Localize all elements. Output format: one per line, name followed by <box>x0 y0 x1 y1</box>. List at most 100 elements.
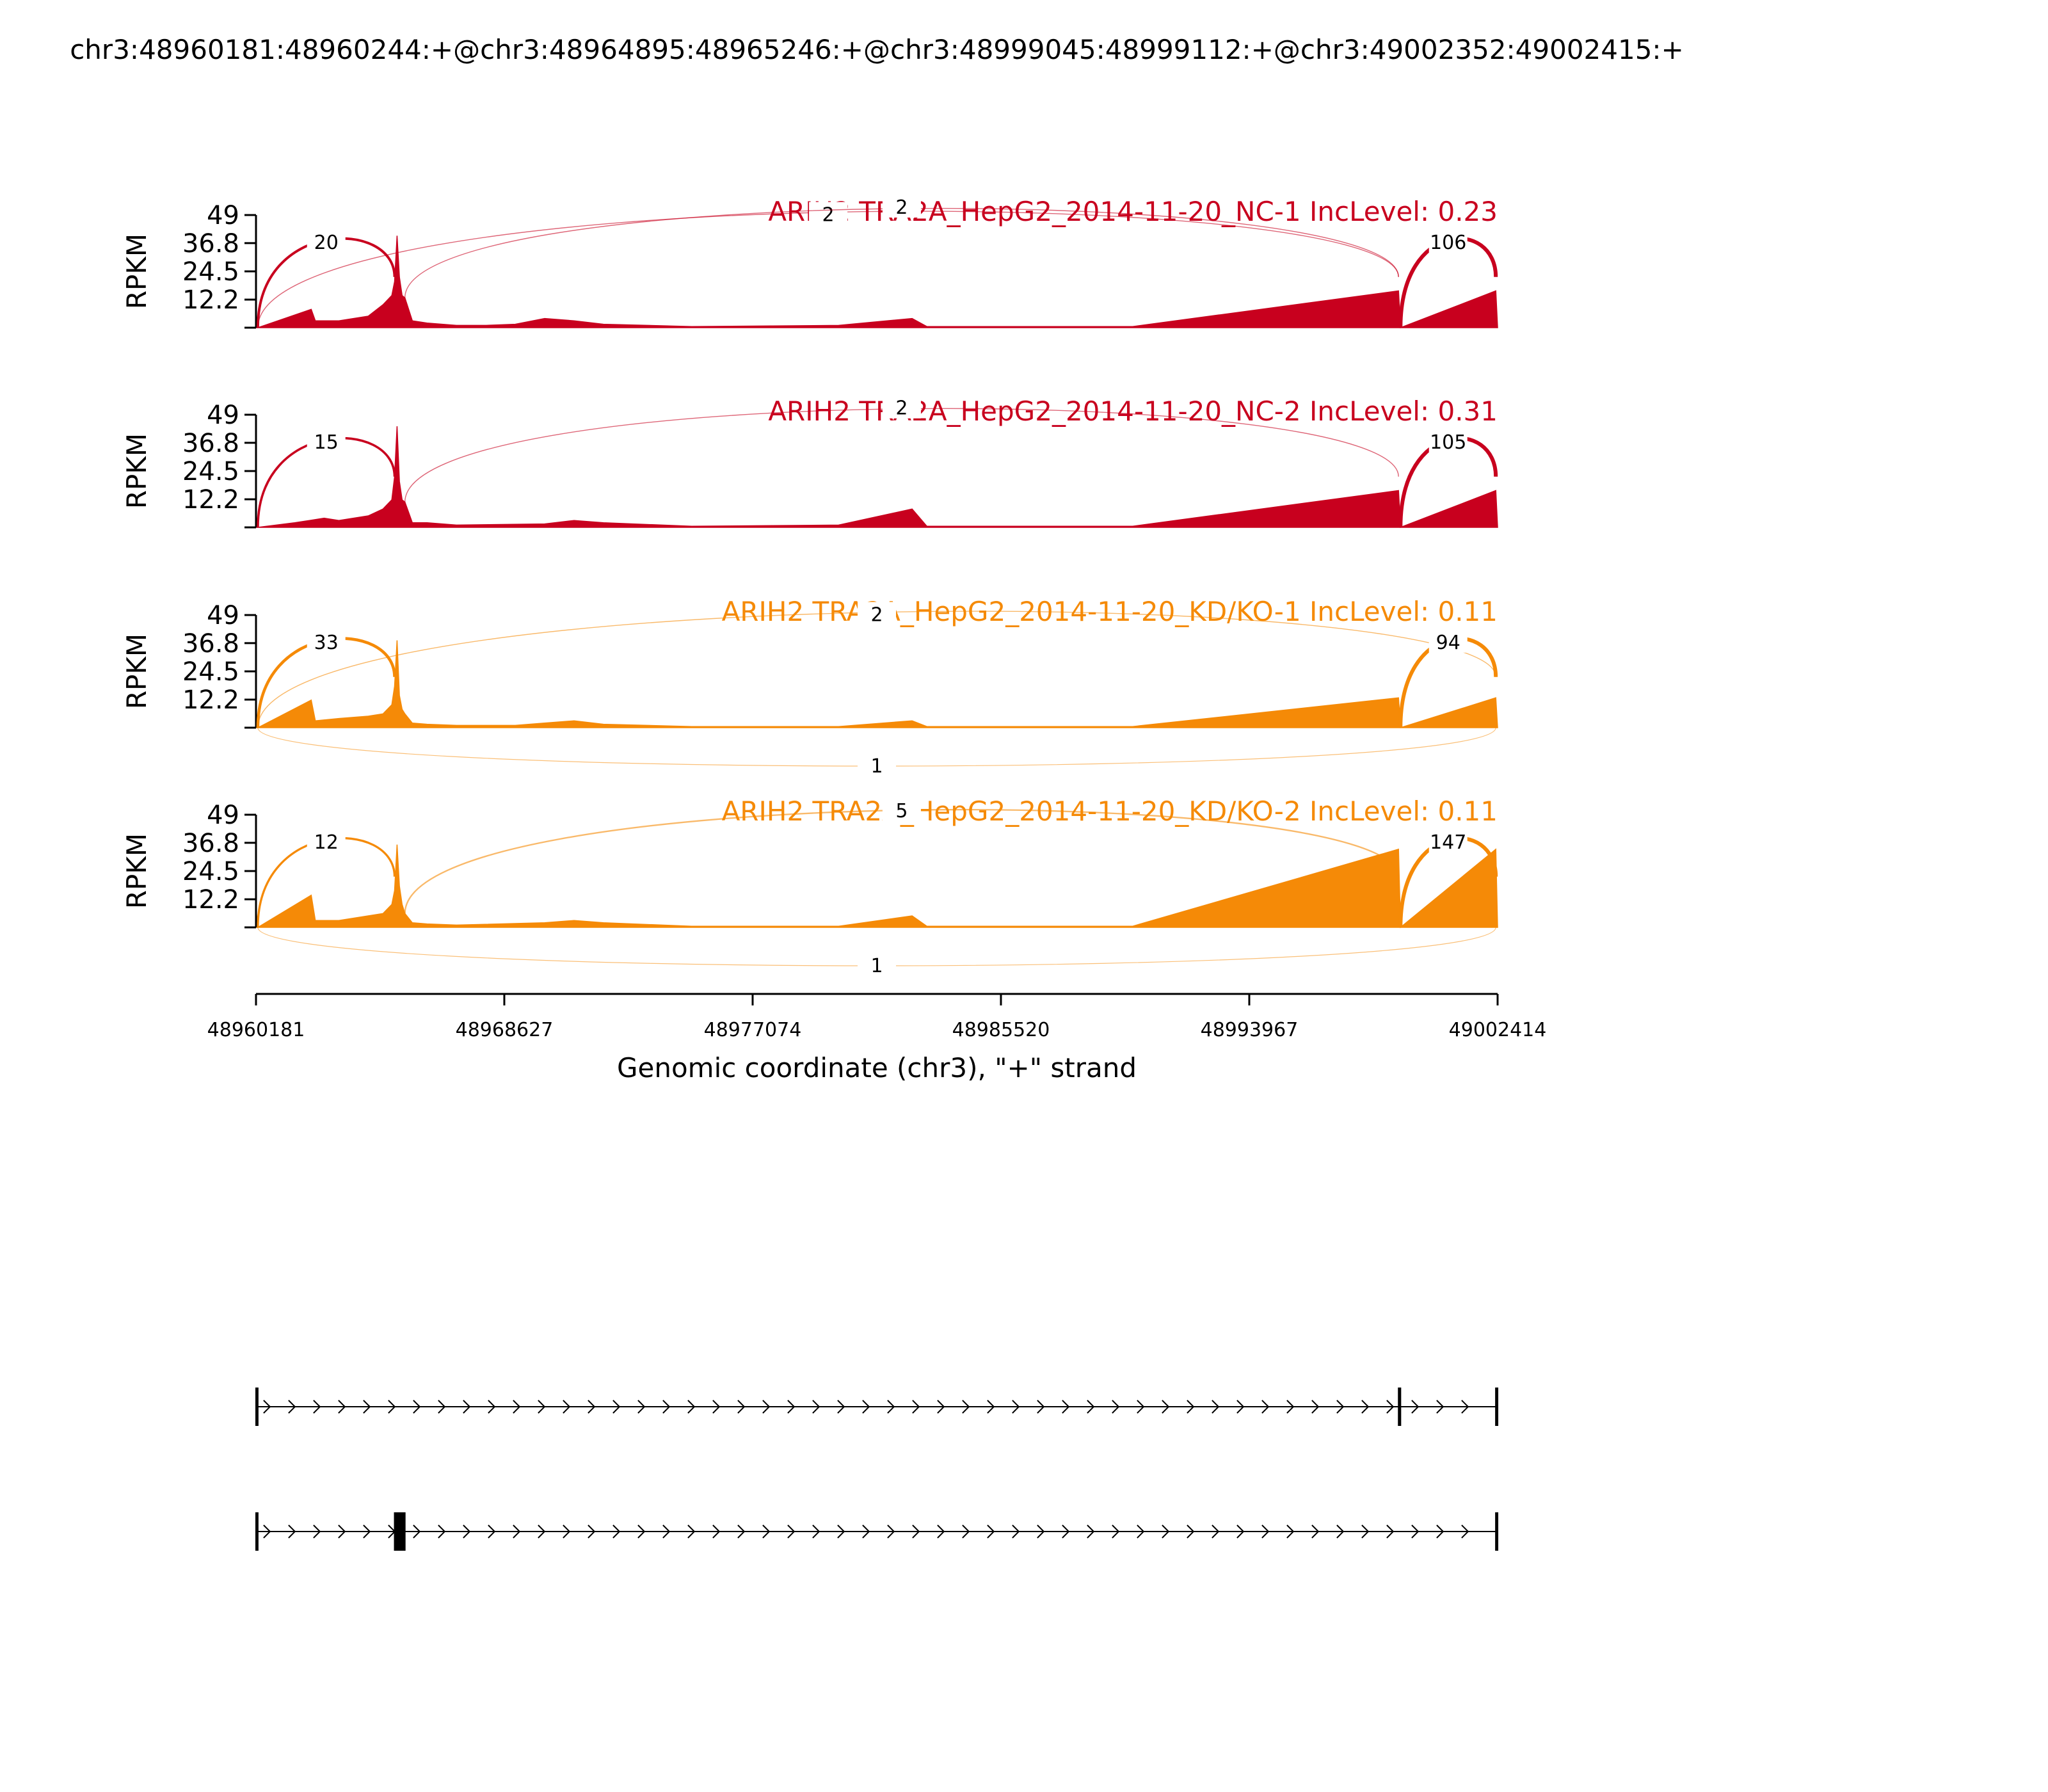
junction-count: 1 <box>870 755 883 778</box>
strand-arrow <box>912 1524 920 1539</box>
strand-arrow <box>1386 1524 1395 1539</box>
strand-arrow <box>1187 1400 1195 1414</box>
y-tick-label: 36.8 <box>182 229 239 259</box>
strand-arrow <box>363 1400 371 1414</box>
strand-arrow <box>937 1400 945 1414</box>
strand-arrow <box>1062 1400 1070 1414</box>
y-tick-label: 49 <box>207 201 239 230</box>
coverage-area <box>255 844 1498 929</box>
y-tick-label: 49 <box>207 801 239 830</box>
x-axis: 48960181 48968627 48977074 48985520 48993967… <box>207 993 1546 1041</box>
strand-arrow <box>737 1524 746 1539</box>
strand-arrow <box>538 1400 546 1414</box>
strand-arrow <box>413 1524 421 1539</box>
y-tick-label: 12.2 <box>182 285 239 315</box>
y-tick-label: 12.2 <box>182 485 239 515</box>
strand-arrow <box>1311 1524 1320 1539</box>
strand-arrow <box>812 1400 820 1414</box>
junction-label-bg <box>882 395 921 419</box>
strand-arrow <box>1212 1400 1220 1414</box>
junction-arc <box>257 211 1399 328</box>
strand-arrow <box>937 1524 945 1539</box>
strand-arrow <box>1162 1524 1170 1539</box>
strand-arrow <box>1137 1524 1145 1539</box>
strand-arrow <box>1386 1400 1395 1414</box>
x-tick-label: 48993967 <box>1201 1019 1299 1041</box>
strand-arrow <box>887 1400 895 1414</box>
strand-arrow <box>1311 1400 1320 1414</box>
strand-arrow <box>563 1524 571 1539</box>
strand-arrow <box>513 1400 521 1414</box>
exon-block <box>255 1388 259 1426</box>
junction-count: 106 <box>1430 232 1466 254</box>
exon-block <box>255 1512 259 1551</box>
strand-arrow <box>1112 1400 1120 1414</box>
y-tick-label: 24.5 <box>182 457 239 486</box>
strand-arrow <box>563 1400 571 1414</box>
strand-arrow <box>762 1524 771 1539</box>
strand-arrow <box>338 1524 346 1539</box>
strand-arrow <box>513 1524 521 1539</box>
strand-arrow <box>1411 1400 1420 1414</box>
coverage-panel-2: 12.224.536.849 RPKM ARIH2 TRA2A_HepG2_2014… <box>121 395 1498 529</box>
strand-arrow <box>1212 1524 1220 1539</box>
panel-label: ARIH2 TRA2A_HepG2_2014-11-20_KD/KO-1 Inc… <box>722 596 1498 627</box>
y-tick-label: 24.5 <box>182 857 239 886</box>
junction-label-bg <box>809 202 848 225</box>
coverage-area <box>255 640 1498 729</box>
strand-arrow <box>762 1400 771 1414</box>
x-axis-label: Genomic coordinate (chr3), "+" strand <box>617 1052 1137 1084</box>
strand-arrow <box>1436 1524 1444 1539</box>
strand-arrow <box>862 1524 870 1539</box>
junction-count: 2 <box>895 397 908 420</box>
junction-label-bg <box>307 229 346 253</box>
strand-arrow <box>962 1524 970 1539</box>
strand-arrow <box>837 1524 845 1539</box>
y-tick-label: 12.2 <box>182 885 239 915</box>
isoform-tracks <box>255 1388 1499 1551</box>
junction-label-bg <box>858 602 897 625</box>
strand-arrow <box>313 1524 321 1539</box>
panel-label: ARIH2 TRA2A_HepG2_2014-11-20_NC-2 IncLev… <box>768 396 1498 427</box>
x-tick-label: 48968627 <box>456 1019 554 1041</box>
strand-arrow <box>1087 1400 1095 1414</box>
junction-label-bg <box>1428 229 1468 253</box>
y-tick-label: 24.5 <box>182 257 239 287</box>
junction-count: 5 <box>895 800 908 822</box>
strand-arrow <box>1187 1524 1195 1539</box>
strand-arrow <box>812 1524 820 1539</box>
strand-arrow <box>1162 1400 1170 1414</box>
strand-arrow <box>987 1524 995 1539</box>
x-tick-label: 48985520 <box>952 1019 1050 1041</box>
strand-arrow <box>687 1400 696 1414</box>
strand-arrow <box>288 1400 296 1414</box>
strand-arrow <box>1236 1524 1245 1539</box>
y-tick-label: 49 <box>207 601 239 630</box>
y-tick-label: 36.8 <box>182 629 239 659</box>
strand-arrow <box>263 1524 271 1539</box>
junction-label-bg <box>1428 829 1468 852</box>
strand-arrow <box>737 1400 746 1414</box>
exon-block <box>1398 1388 1402 1426</box>
strand-arrow <box>588 1524 596 1539</box>
strand-arrow <box>1286 1400 1295 1414</box>
panel-label: ARIH2 TRA2A_HepG2_2014-11-20_KD/KO-2 Inc… <box>722 796 1498 827</box>
junction-count: 1 <box>870 955 883 977</box>
strand-arrow <box>662 1524 671 1539</box>
junction-label-bg <box>1428 629 1468 653</box>
strand-arrow <box>1336 1524 1345 1539</box>
junction-label-bg <box>307 429 346 452</box>
strand-arrow <box>1112 1524 1120 1539</box>
strand-arrow <box>1261 1524 1270 1539</box>
strand-arrow <box>538 1524 546 1539</box>
y-tick-label: 12.2 <box>182 685 239 715</box>
strand-arrow <box>612 1524 621 1539</box>
strand-arrow <box>862 1400 870 1414</box>
junction-count: 20 <box>314 232 339 254</box>
strand-arrow <box>787 1524 796 1539</box>
strand-arrow <box>438 1524 446 1539</box>
strand-arrow <box>363 1524 371 1539</box>
x-tick-label: 48977074 <box>704 1019 802 1041</box>
strand-arrow <box>1037 1400 1045 1414</box>
